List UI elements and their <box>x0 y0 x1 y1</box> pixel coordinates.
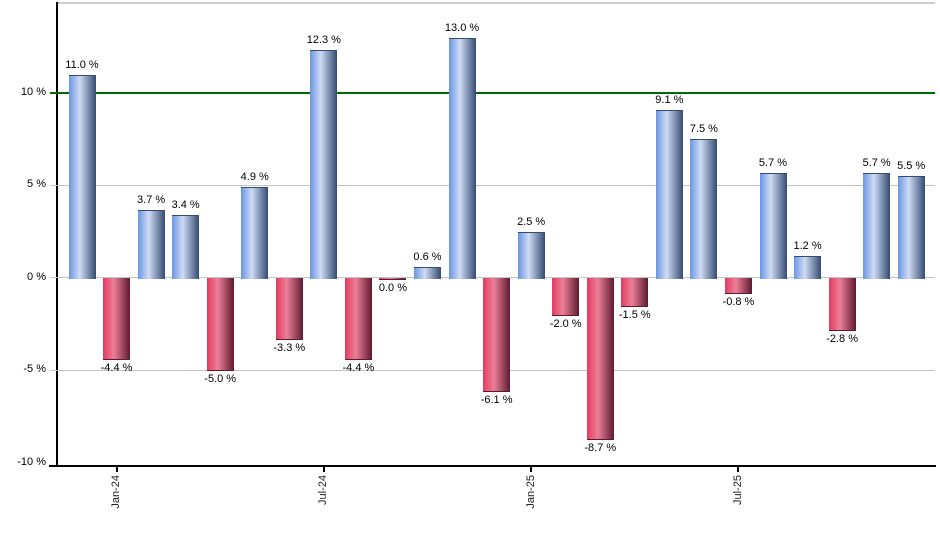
bar-negative <box>724 277 752 294</box>
bar-value-label: 13.0 % <box>444 21 480 34</box>
bar-value-label: -8.7 % <box>584 441 617 454</box>
bar-value-label: -1.5 % <box>618 308 651 321</box>
bar-value-label: 9.1 % <box>655 93 684 106</box>
x-axis-line <box>56 465 936 467</box>
bar-positive <box>517 231 545 279</box>
bar-value-label: -2.0 % <box>549 317 582 330</box>
bar-value-label: 5.5 % <box>897 160 926 173</box>
bar-positive <box>897 176 925 279</box>
x-axis-tick-label: Jul-25 <box>731 475 744 505</box>
x-axis-tick-label: Jan-25 <box>524 475 537 509</box>
bar-positive <box>655 109 683 279</box>
bar-negative <box>344 277 372 361</box>
bar-positive <box>863 172 891 279</box>
bar-positive <box>414 266 441 279</box>
y-axis-line <box>56 2 58 467</box>
bar-negative <box>206 277 234 372</box>
bar-value-label: 3.4 % <box>171 199 200 212</box>
y-axis-tick <box>49 465 57 467</box>
gridline <box>50 184 935 186</box>
y-axis-tick-label: 0 % <box>27 270 46 283</box>
x-axis-tick <box>530 465 533 472</box>
bar-value-label: -6.1 % <box>480 393 513 406</box>
bar-value-label: 12.3 % <box>306 34 341 47</box>
bar-value-label: 1.2 % <box>793 239 822 252</box>
x-axis-tick <box>115 465 118 472</box>
x-axis-tick-label: Jul-24 <box>317 475 330 505</box>
bar-negative <box>483 277 511 392</box>
bar-value-label: -4.4 % <box>100 362 133 375</box>
bar-value-label: 0.0 % <box>378 282 408 295</box>
bar-value-label: 4.9 % <box>240 171 269 184</box>
bar-value-label: 5.7 % <box>758 156 788 169</box>
bar-value-label: 3.7 % <box>137 193 166 206</box>
bar-positive <box>241 187 269 279</box>
bar-value-label: -5.0 % <box>204 373 237 386</box>
bar-value-label: -2.8 % <box>826 332 858 345</box>
x-axis-tick <box>737 465 740 472</box>
bar-negative <box>621 277 649 307</box>
y-axis-tick-label: 10 % <box>20 86 46 98</box>
bar-value-label: 7.5 % <box>689 123 718 136</box>
bar-negative <box>586 277 614 440</box>
bar-positive <box>794 255 822 279</box>
bar-positive <box>310 50 338 279</box>
y-axis-tick-label: -5 % <box>23 363 46 376</box>
bar-positive <box>68 74 96 279</box>
bar-positive <box>759 172 787 279</box>
x-axis-tick-label: Jan-24 <box>110 475 123 509</box>
bar-positive <box>137 209 165 279</box>
x-axis-tick <box>322 465 325 472</box>
bar-negative <box>275 277 303 341</box>
reference-line-10pct <box>50 92 935 94</box>
bar-positive <box>448 37 476 279</box>
y-axis-tick-label: -10 % <box>17 455 46 468</box>
bar-negative <box>103 277 131 361</box>
bar-value-label: 11.0 % <box>65 58 99 71</box>
bar-negative <box>379 277 407 281</box>
bar-negative <box>552 277 580 316</box>
bar-value-label: 0.6 % <box>413 250 442 263</box>
bar-value-label: 2.5 % <box>517 215 546 228</box>
bar-value-label: -0.8 % <box>722 295 755 308</box>
plot-top-border <box>57 2 935 4</box>
y-axis-tick-label: 5 % <box>27 178 46 191</box>
bar-negative <box>828 277 856 331</box>
bar-value-label: -4.4 % <box>342 362 375 375</box>
bar-positive <box>172 215 200 279</box>
bar-value-label: 5.7 % <box>862 156 891 169</box>
bar-positive <box>690 139 718 279</box>
bar-value-label: -3.3 % <box>273 342 306 355</box>
